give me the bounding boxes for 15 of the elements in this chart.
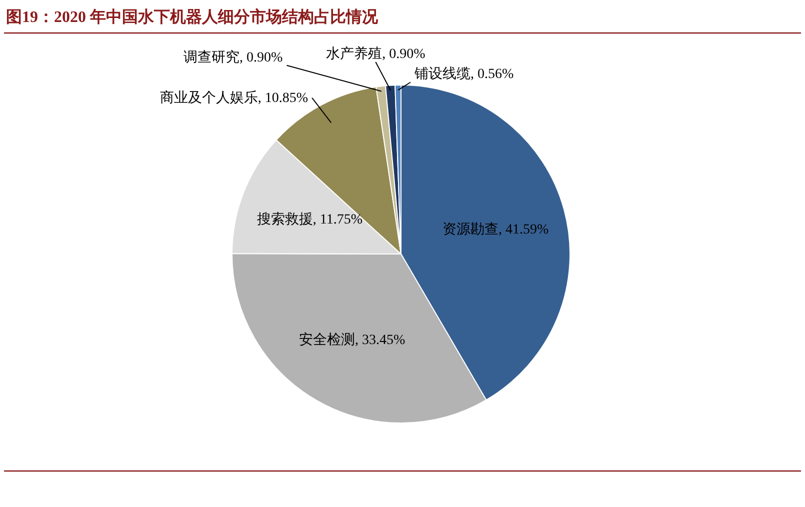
slice-label: 铺设线缆: [414, 66, 471, 82]
slice-label: 商业及个人娱乐: [160, 90, 258, 106]
data-label: , 0.90%: [382, 46, 426, 62]
chart-title: 图19：2020 年中国水下机器人细分市场结构占比情况: [6, 8, 379, 26]
data-label: , 33.45%: [355, 332, 406, 348]
data-label: , 41.59%: [498, 222, 550, 238]
data-label: , 0.56%: [470, 67, 514, 82]
data-label: , 10.85%: [258, 90, 308, 106]
slice-label: 资源勘查: [442, 221, 499, 238]
slice-label: 搜索救援: [256, 211, 313, 228]
slice-label: 调查研究: [184, 49, 240, 66]
slice-label: 安全检测: [299, 332, 355, 348]
data-label: , 11.75%: [312, 212, 363, 228]
data-label: , 0.90%: [240, 50, 284, 66]
slice-label: 水产养殖: [326, 46, 382, 62]
